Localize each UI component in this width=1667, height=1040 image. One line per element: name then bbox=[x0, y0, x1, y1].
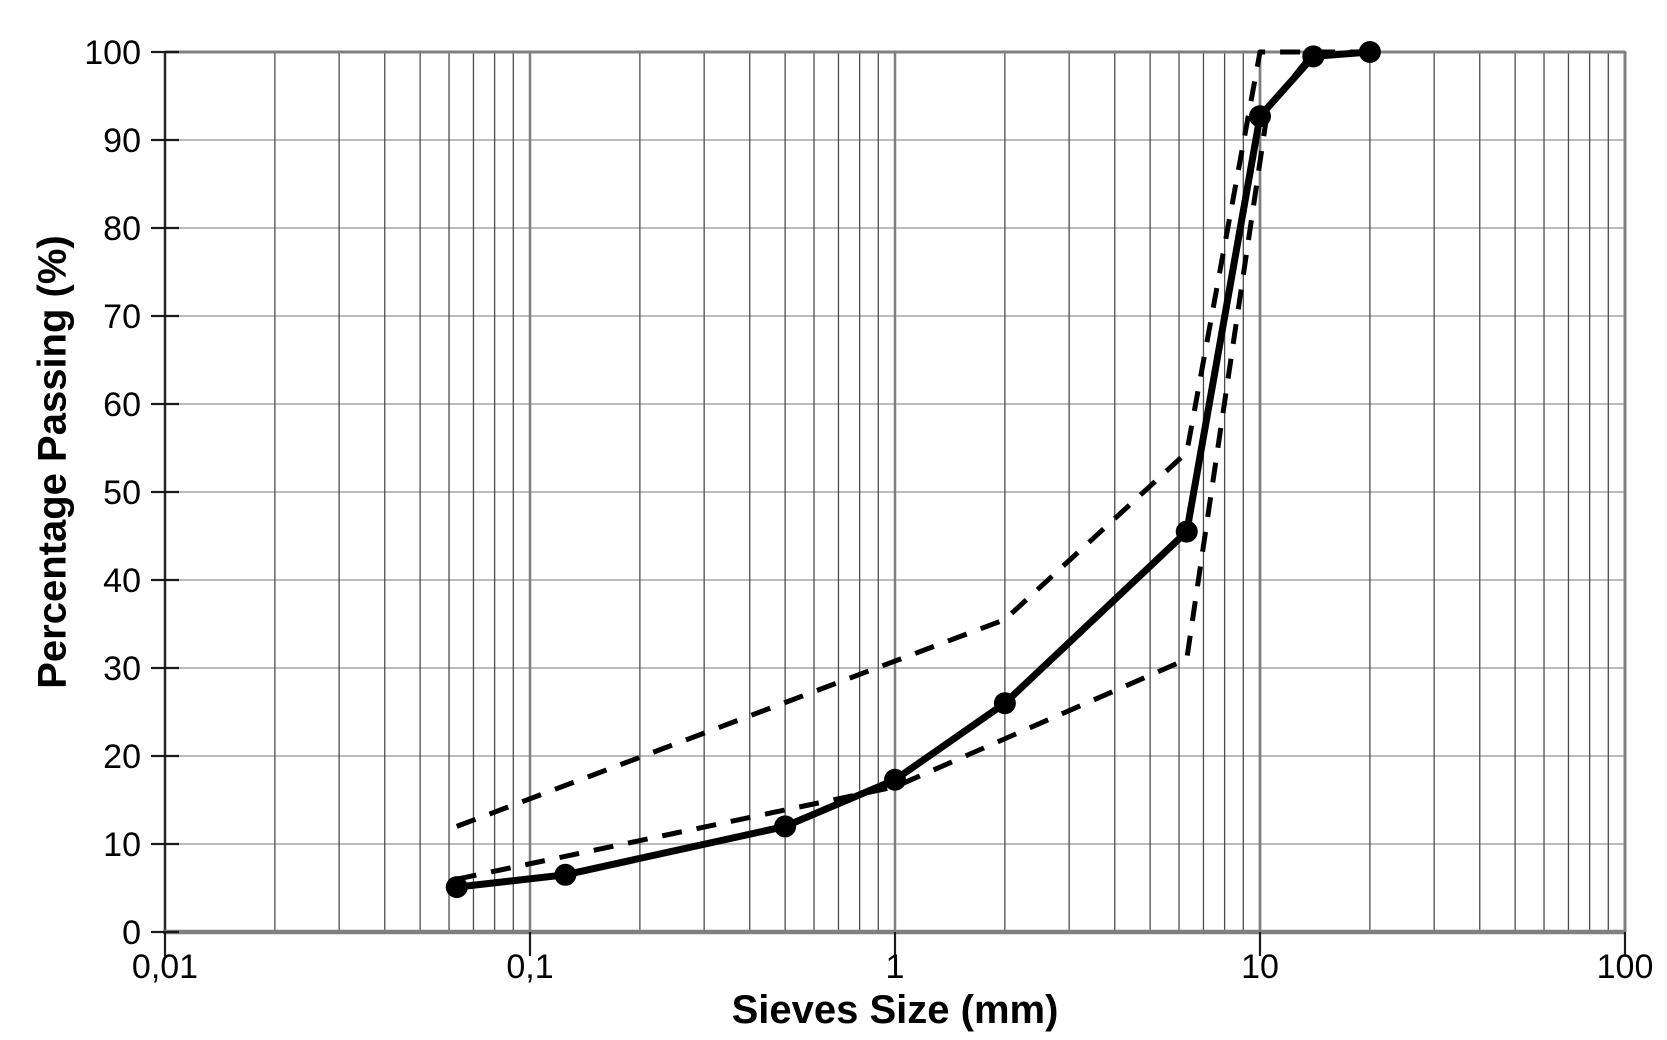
data-point-marker bbox=[1175, 520, 1198, 543]
tick-labels: 0,01 0,1 1 10 100 0 10 20 30 40 50 60 70 80 90 100 bbox=[84, 34, 1653, 986]
data-series bbox=[445, 41, 1381, 899]
data-point-marker bbox=[993, 692, 1016, 715]
x-tick-label: 0,01 bbox=[132, 948, 198, 986]
x-tick-label: 10 bbox=[1241, 948, 1279, 986]
axis-ticks bbox=[151, 50, 1627, 956]
data-point-marker bbox=[884, 768, 906, 791]
lower-envelope-limit-line bbox=[456, 50, 1316, 882]
y-tick-label: 20 bbox=[103, 738, 141, 776]
data-point-marker bbox=[554, 863, 577, 886]
x-tick-label: 100 bbox=[1597, 948, 1654, 986]
data-point-marker bbox=[1249, 105, 1271, 128]
y-tick-label: 0 bbox=[122, 914, 141, 952]
data-point-marker bbox=[445, 876, 468, 899]
y-tick-label: 40 bbox=[103, 562, 141, 600]
x-tick-label: 1 bbox=[886, 948, 905, 986]
data-point-marker bbox=[1302, 45, 1325, 68]
upper-envelope-limit-line bbox=[455, 49, 1370, 829]
x-axis-title: Sieves Size (mm) bbox=[731, 988, 1059, 1032]
sample-grading-curve-line bbox=[453, 48, 1374, 891]
data-point-marker bbox=[774, 815, 797, 838]
y-tick-label: 60 bbox=[103, 386, 141, 424]
gridlines bbox=[165, 52, 1625, 932]
y-tick-label: 90 bbox=[103, 122, 141, 160]
y-tick-label: 50 bbox=[103, 474, 141, 512]
data-point-marker bbox=[1358, 41, 1381, 63]
y-tick-label: 10 bbox=[103, 826, 141, 864]
y-axis-title: Percentage Passing (%) bbox=[30, 235, 75, 689]
y-tick-label: 100 bbox=[84, 34, 141, 72]
y-tick-label: 70 bbox=[103, 298, 141, 336]
x-tick-label: 0,1 bbox=[506, 948, 553, 986]
y-tick-label: 30 bbox=[103, 650, 141, 688]
y-tick-label: 80 bbox=[103, 210, 141, 248]
